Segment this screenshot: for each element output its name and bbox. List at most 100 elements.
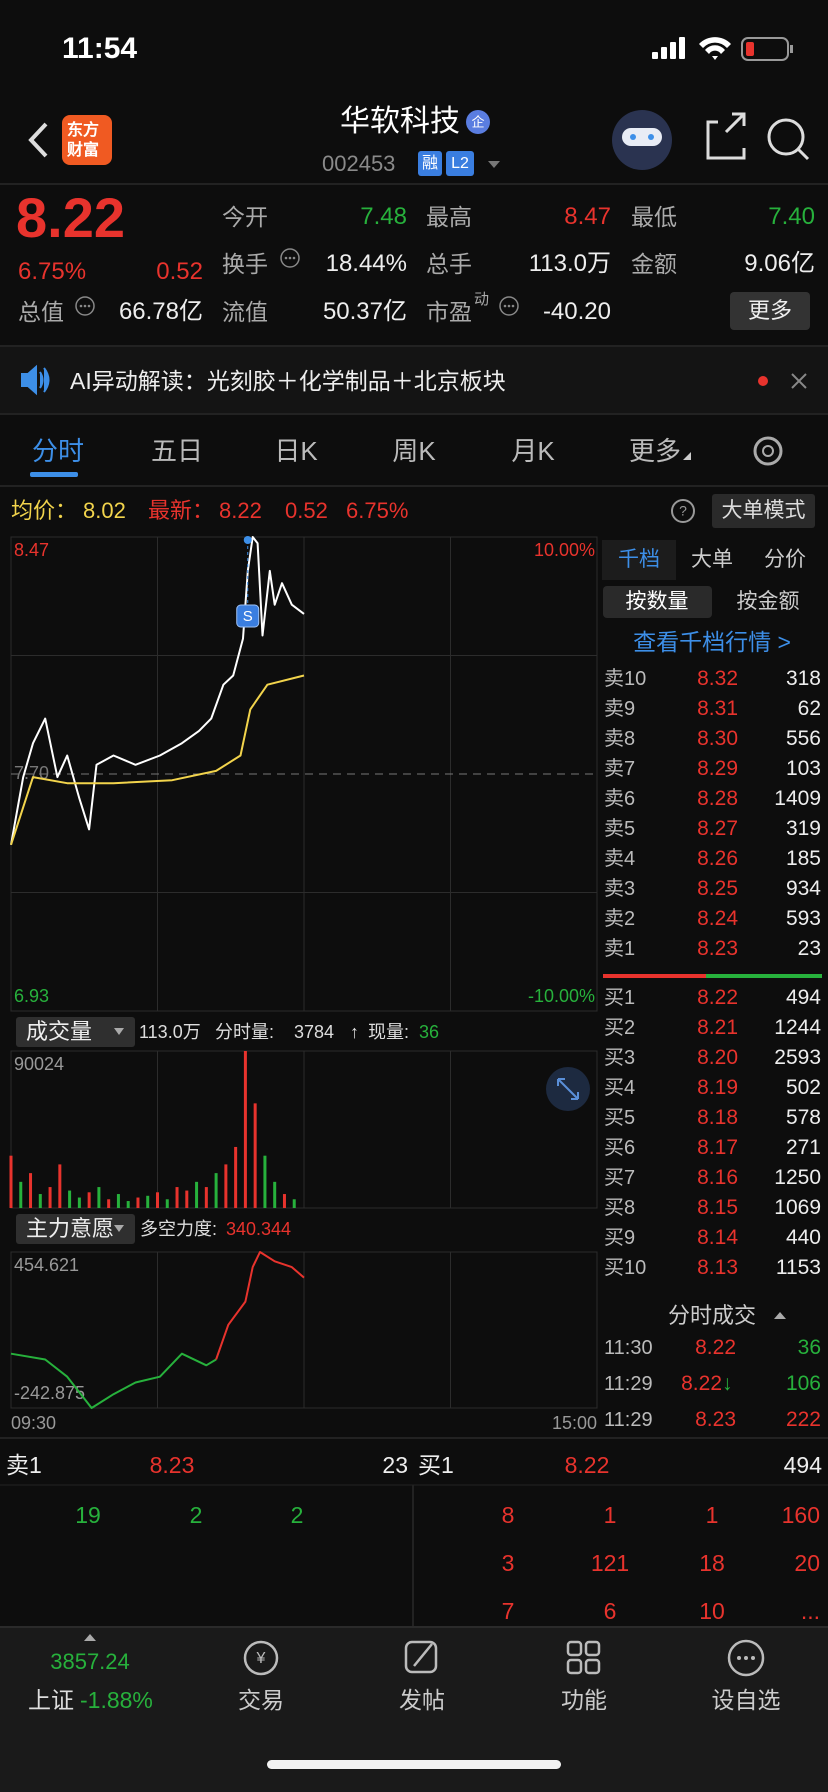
field-value: 113.0万 <box>528 250 611 277</box>
search-button[interactable] <box>767 118 810 161</box>
banner-text[interactable]: AI异动解读：光刻胶＋化学制品＋北京板块 <box>70 368 506 394</box>
info-avg-label: 均价： <box>11 498 78 523</box>
back-button[interactable] <box>28 122 48 158</box>
tab[interactable]: 月K <box>511 436 555 466</box>
field-label: 金额 <box>631 251 677 277</box>
help-button[interactable]: ? <box>671 499 695 523</box>
field-label: 总值 <box>18 299 64 325</box>
volume-stat: 分时量: <box>215 1022 275 1042</box>
book-price: 8.32 <box>697 667 738 690</box>
book-qty: 1069 <box>774 1196 821 1219</box>
nav-item[interactable]: 交易 <box>238 1687 284 1713</box>
y2-tick-label: 10.00% <box>534 540 595 560</box>
volume-bar <box>234 1146 238 1208</box>
mode-button[interactable]: 大单模式 <box>712 494 815 528</box>
field-label: 最低 <box>631 204 677 230</box>
volume-bar <box>116 1194 120 1208</box>
logo-text: 东方 <box>67 122 100 139</box>
book-price: 8.13 <box>697 1256 738 1279</box>
book-label: 卖1 <box>6 1452 42 1478</box>
book-qty: 62 <box>797 697 821 720</box>
tab[interactable]: 分时 <box>31 436 85 466</box>
index-name[interactable]: 上证 <box>28 1687 74 1713</box>
index-value[interactable]: 3857.24 <box>50 1649 130 1674</box>
expand-button[interactable] <box>546 1067 590 1111</box>
volume-bar <box>224 1164 228 1208</box>
book-price: 8.20 <box>697 1046 738 1069</box>
volume-stat: 36 <box>419 1022 440 1042</box>
panel-tab[interactable]: 分价 <box>764 548 806 571</box>
tab[interactable]: 更多 <box>628 436 682 466</box>
panel-sub-tab[interactable]: 按金额 <box>736 590 800 613</box>
book-label: 卖4 <box>604 848 636 870</box>
volume-stat: 113.0万 <box>139 1022 201 1042</box>
book-cell: 121 <box>590 1550 630 1576</box>
book-cell: 18 <box>699 1550 725 1576</box>
field-value: 50.37亿 <box>322 298 407 325</box>
trade-price: 8.22 <box>681 1372 722 1395</box>
strength-label: 多空力度: <box>140 1219 218 1239</box>
book-price: 8.18 <box>697 1106 738 1129</box>
index-change[interactable]: -1.88% <box>80 1687 153 1713</box>
chart-title[interactable]: 主力意愿 <box>26 1216 115 1241</box>
book-qty: 593 <box>785 907 821 930</box>
trade-qty: 36 <box>797 1336 821 1359</box>
settings-button[interactable] <box>753 436 783 466</box>
volume-bar <box>282 1194 286 1208</box>
dropdown-arrow <box>488 161 500 168</box>
info-change: 0.52 <box>285 498 328 523</box>
book-qty: 103 <box>785 757 821 780</box>
book-label: 买4 <box>604 1077 636 1099</box>
change: 0.52 <box>156 258 203 285</box>
field-value: 9.06亿 <box>744 250 815 277</box>
volume-bar <box>243 1051 247 1208</box>
trade-price: 8.22 <box>695 1336 736 1359</box>
nav-item[interactable]: 发帖 <box>399 1687 445 1713</box>
book-label: 卖9 <box>604 698 636 720</box>
volume-bar <box>195 1181 199 1208</box>
y2-tick-label: -10.00% <box>528 986 595 1006</box>
more-button[interactable]: 更多 <box>730 292 810 330</box>
chart-title[interactable]: 成交量 <box>26 1019 93 1044</box>
signal-text: S <box>243 608 253 625</box>
book-price: 8.21 <box>697 1016 738 1039</box>
book-price: 8.23 <box>149 1452 195 1478</box>
y-tick-label: 6.93 <box>14 986 49 1006</box>
volume-stat: ↑ <box>350 1022 359 1042</box>
book-price: 8.23 <box>697 937 738 960</box>
tab[interactable]: 五日 <box>150 436 204 466</box>
tab[interactable]: 日K <box>274 436 318 466</box>
volume-bar <box>29 1173 33 1208</box>
volume-stat: 3784 <box>294 1022 335 1042</box>
nav-item[interactable]: 功能 <box>561 1687 607 1713</box>
y-tick-label: 90024 <box>14 1054 64 1074</box>
panel-link[interactable]: 查看千档行情 > <box>633 629 791 655</box>
book-price: 8.16 <box>697 1166 738 1189</box>
panel-tab[interactable]: 大单 <box>691 548 733 571</box>
x-tick-label: 09:30 <box>11 1413 56 1433</box>
field-value: -40.20 <box>542 298 611 325</box>
book-cell: ... <box>800 1598 820 1624</box>
tab[interactable]: 周K <box>392 436 436 466</box>
field-value: 8.47 <box>564 203 611 230</box>
trade-price: 8.23 <box>695 1408 736 1431</box>
book-price: 8.29 <box>697 757 738 780</box>
share-button[interactable] <box>706 112 746 160</box>
company-badge <box>466 110 490 134</box>
book-price: 8.25 <box>697 877 738 900</box>
book-qty: 1153 <box>775 1256 821 1279</box>
info-latest-label: 最新： <box>148 498 215 523</box>
volume-bar <box>19 1181 23 1208</box>
trade-qty: 106 <box>785 1372 821 1395</box>
panel-tab[interactable]: 千档 <box>618 548 660 571</box>
book-price: 8.22 <box>564 1452 610 1478</box>
book-price: 8.17 <box>697 1136 738 1159</box>
tag-text: L2 <box>451 155 469 172</box>
nav-item[interactable]: 设自选 <box>711 1687 781 1713</box>
home-indicator <box>267 1760 561 1769</box>
book-label: 卖1 <box>604 938 636 960</box>
close-button[interactable] <box>791 373 807 389</box>
panel-sub-tab[interactable]: 按数量 <box>625 590 689 613</box>
book-qty: 440 <box>785 1226 821 1249</box>
